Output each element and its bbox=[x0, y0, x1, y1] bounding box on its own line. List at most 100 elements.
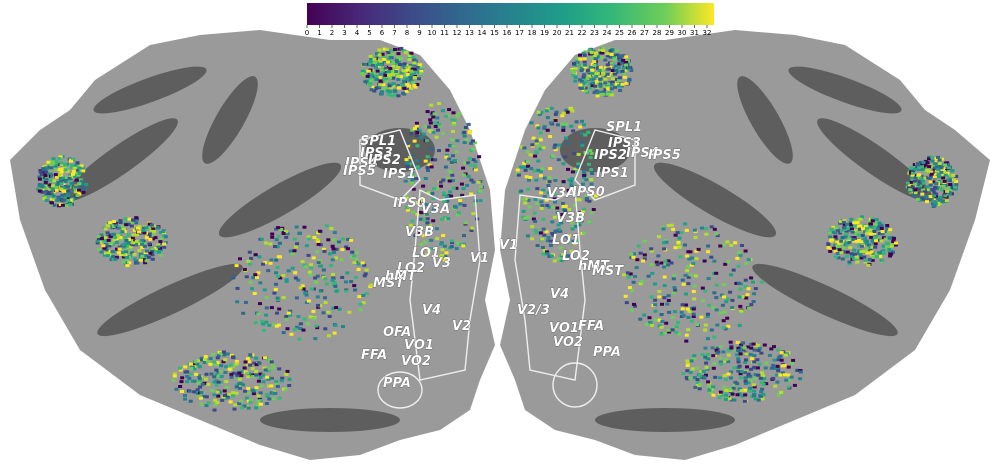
speckle bbox=[934, 182, 939, 185]
speckle bbox=[258, 391, 263, 395]
speckle bbox=[843, 235, 848, 239]
roi-label: VO1 bbox=[549, 321, 579, 336]
speckle bbox=[368, 54, 373, 58]
speckle bbox=[631, 255, 636, 259]
speckle bbox=[737, 250, 741, 254]
speckle bbox=[256, 379, 261, 383]
speckle bbox=[606, 87, 611, 91]
roi-label: SPL1 bbox=[606, 120, 642, 135]
speckle bbox=[97, 247, 101, 251]
speckle bbox=[552, 259, 557, 263]
speckle bbox=[79, 164, 84, 168]
speckle bbox=[471, 158, 476, 162]
speckle bbox=[680, 278, 685, 282]
speckle bbox=[570, 177, 575, 181]
speckle bbox=[608, 55, 613, 59]
speckle bbox=[828, 235, 833, 239]
speckle bbox=[664, 321, 669, 325]
speckle bbox=[265, 375, 270, 379]
speckle bbox=[666, 259, 671, 263]
speckle bbox=[261, 373, 266, 377]
speckle bbox=[687, 310, 692, 314]
roi-label: SPL1 bbox=[360, 134, 396, 149]
speckle bbox=[142, 226, 147, 230]
speckle bbox=[662, 247, 667, 251]
speckle bbox=[229, 373, 234, 377]
speckle bbox=[547, 180, 552, 184]
speckle bbox=[178, 366, 182, 370]
speckle bbox=[588, 86, 593, 90]
speckle bbox=[407, 54, 412, 57]
speckle bbox=[656, 254, 661, 258]
speckle bbox=[346, 237, 351, 241]
speckle bbox=[852, 224, 857, 228]
speckle bbox=[462, 203, 467, 207]
speckle bbox=[569, 181, 574, 185]
speckle bbox=[844, 241, 849, 245]
speckle bbox=[461, 166, 466, 170]
speckle bbox=[709, 387, 714, 391]
colorbar-tick-label: 11 bbox=[440, 29, 449, 37]
speckle bbox=[553, 118, 558, 122]
colorbar-tick-label: 0 bbox=[305, 29, 309, 37]
speckle bbox=[248, 262, 253, 266]
speckle bbox=[530, 237, 535, 241]
speckle bbox=[195, 362, 200, 366]
speckle bbox=[411, 174, 416, 178]
speckle bbox=[584, 197, 589, 201]
speckle bbox=[683, 243, 687, 247]
speckle bbox=[661, 227, 666, 231]
speckle bbox=[353, 275, 358, 279]
speckle bbox=[216, 380, 221, 384]
speckle bbox=[578, 125, 583, 129]
speckle bbox=[849, 224, 854, 228]
speckle bbox=[387, 53, 392, 57]
speckle bbox=[69, 182, 74, 185]
speckle bbox=[745, 293, 750, 297]
speckle bbox=[620, 84, 625, 88]
speckle bbox=[272, 323, 276, 327]
speckle bbox=[123, 217, 128, 221]
speckle bbox=[786, 385, 791, 389]
speckle bbox=[368, 62, 373, 66]
colorbar-tick-label: 12 bbox=[453, 29, 462, 37]
speckle bbox=[99, 237, 104, 241]
speckle bbox=[840, 257, 845, 261]
speckle bbox=[771, 363, 776, 367]
speckle bbox=[323, 296, 327, 300]
speckle bbox=[58, 155, 63, 159]
speckle bbox=[277, 396, 282, 400]
speckle bbox=[124, 223, 129, 227]
speckle bbox=[372, 71, 377, 75]
speckle bbox=[258, 281, 263, 285]
colorbar-tick-label: 24 bbox=[603, 29, 612, 37]
speckle bbox=[701, 299, 705, 303]
speckle bbox=[779, 351, 784, 355]
speckle bbox=[424, 203, 429, 207]
colorbar-tick-label: 25 bbox=[615, 29, 624, 37]
speckle bbox=[681, 282, 686, 286]
speckle bbox=[574, 60, 579, 64]
roi-label: PPA bbox=[593, 345, 621, 360]
speckle bbox=[334, 256, 338, 260]
speckle bbox=[114, 241, 119, 244]
speckle bbox=[466, 161, 471, 165]
speckle bbox=[692, 354, 697, 358]
speckle bbox=[113, 221, 118, 225]
speckle bbox=[722, 385, 727, 389]
speckle bbox=[757, 362, 762, 366]
speckle bbox=[729, 243, 734, 247]
speckle bbox=[712, 227, 717, 231]
speckle bbox=[695, 366, 700, 370]
speckle bbox=[954, 180, 958, 183]
speckle bbox=[234, 385, 239, 389]
speckle bbox=[855, 218, 860, 222]
speckle bbox=[425, 253, 429, 257]
speckle bbox=[231, 371, 236, 375]
speckle bbox=[451, 123, 456, 127]
speckle bbox=[53, 173, 58, 177]
speckle bbox=[324, 282, 329, 286]
colorbar-tick-label: 15 bbox=[490, 29, 499, 37]
speckle bbox=[776, 393, 781, 397]
speckle bbox=[737, 364, 742, 368]
